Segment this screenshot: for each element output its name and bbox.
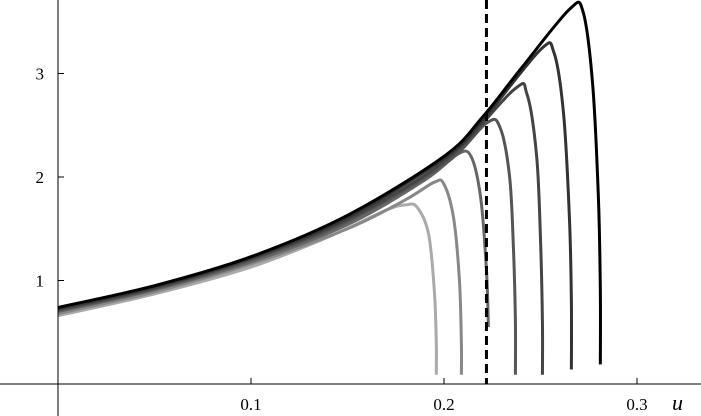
series-line-5 xyxy=(57,82,545,375)
y-tick-label: 2 xyxy=(36,168,45,187)
x-tick-label: 0.2 xyxy=(433,395,454,414)
series-line-2 xyxy=(57,178,464,375)
series-line-7 xyxy=(57,0,602,365)
y-axis-ticks: 1 2 3 xyxy=(36,65,64,291)
y-tick-label: 1 xyxy=(36,272,45,291)
x-tick-label: 0.1 xyxy=(240,395,261,414)
y-tick-label: 3 xyxy=(36,65,45,84)
x-axis-title: u xyxy=(672,390,683,415)
x-axis-ticks: 0.1 0.2 0.3 xyxy=(240,378,648,414)
series-line-1 xyxy=(57,202,438,375)
series-line-6 xyxy=(57,41,574,370)
series-curves xyxy=(57,0,602,375)
x-tick-label: 0.3 xyxy=(626,395,647,414)
